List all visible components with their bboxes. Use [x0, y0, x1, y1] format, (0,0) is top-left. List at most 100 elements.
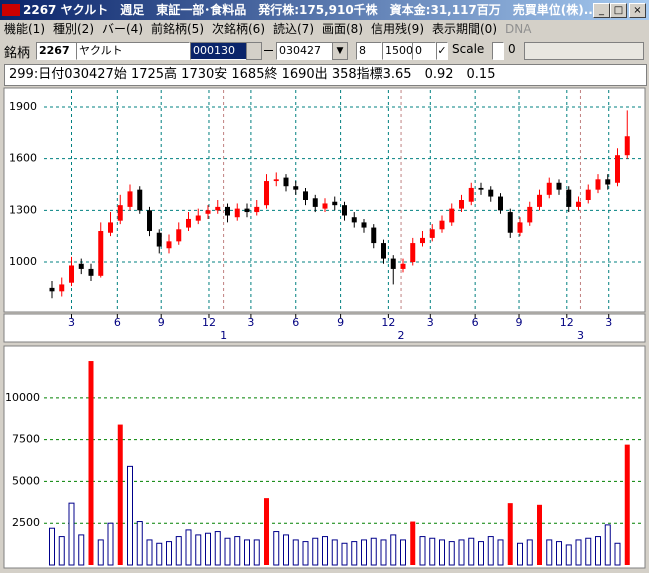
candle-body [498, 196, 503, 211]
volume-bar [302, 541, 309, 566]
volume-bar [312, 537, 319, 566]
candle-body [283, 177, 289, 187]
volume-bar [224, 537, 231, 566]
maximize-button[interactable]: □ [610, 3, 627, 18]
menu-item[interactable]: 種別(2) [53, 22, 94, 36]
info-line: 299:日付030427始 1725高 1730安 1685終 1690出 35… [4, 64, 647, 86]
n3-field[interactable]: 0 [412, 42, 436, 60]
candle-body [429, 229, 435, 238]
volume-bar [614, 542, 621, 566]
candle-body [176, 229, 182, 242]
n2-field[interactable]: 1500 [382, 42, 414, 60]
menu-item[interactable]: 読込(7) [273, 22, 314, 36]
spinner[interactable] [246, 42, 262, 60]
menu-item[interactable]: 表示期間(0) [432, 22, 497, 36]
y-tick-label: 5000 [12, 474, 40, 487]
minimize-button[interactable]: _ [593, 3, 610, 18]
y-tick-label: 1900 [9, 100, 37, 113]
candle-body [244, 208, 250, 213]
candle-body [361, 222, 367, 228]
year-label: 3 [577, 329, 584, 342]
volume-bar [595, 536, 601, 566]
candle-body [459, 200, 464, 209]
candle-body [234, 208, 240, 218]
candle-body [312, 198, 318, 207]
volume-bar [458, 539, 465, 566]
candle-body [449, 208, 455, 223]
candle-body [507, 212, 513, 233]
candle-body [117, 205, 123, 221]
candle-body [264, 181, 269, 206]
menu-item[interactable]: 信用残(9) [371, 22, 424, 36]
period-field[interactable]: 000130 [190, 42, 248, 60]
menu-item[interactable]: 機能(1) [4, 22, 45, 36]
candle-body [439, 220, 445, 230]
y-tick-label: 7500 [12, 433, 40, 446]
title-bar: 2267 ヤクルト 週足 東証一部･食料品 発行株:175,910千株 資本金:… [0, 0, 649, 20]
volume-bar [585, 537, 592, 566]
candle-body [546, 182, 552, 195]
volume-bar [526, 539, 533, 566]
x-tick-label: 12 [202, 316, 216, 329]
volume-bar [185, 529, 192, 566]
candle-body [147, 210, 152, 232]
code-field[interactable]: 2267 [36, 42, 78, 60]
x-tick-label: 3 [427, 316, 434, 329]
volume-bar [292, 539, 299, 566]
volume-bar [117, 424, 123, 565]
menu-item[interactable]: 前銘柄(5) [151, 22, 204, 36]
candle-body [322, 203, 328, 209]
candle-body [478, 187, 484, 190]
candle-body [49, 287, 55, 292]
volume-bar [448, 541, 455, 566]
scale-checkbox[interactable]: ✓ [436, 42, 448, 60]
candle-body [566, 189, 572, 207]
candle-body [127, 191, 133, 207]
menu-item[interactable]: バー(4) [102, 22, 143, 36]
candle-body [576, 201, 581, 207]
volume-bar [146, 539, 153, 566]
y-tick-label: 2500 [12, 516, 40, 529]
menu-item[interactable]: 次銘柄(6) [212, 22, 265, 36]
volume-bar [49, 527, 55, 566]
y-tick-label: 1600 [9, 152, 37, 165]
volume-bar [546, 539, 553, 566]
candle-body [88, 268, 94, 276]
combo-button[interactable]: ▼ [332, 42, 348, 60]
date-combo[interactable]: 030427 [276, 42, 334, 60]
volume-bar [331, 539, 338, 566]
volume-bar [214, 531, 221, 566]
volume-bar [575, 539, 582, 566]
name-field[interactable]: ヤクルト [76, 42, 190, 60]
candle-body [537, 194, 542, 207]
close-button[interactable]: × [629, 3, 646, 18]
separator [264, 50, 273, 51]
x-tick-label: 9 [337, 316, 344, 329]
volume-bar [410, 521, 416, 565]
menu-item[interactable]: DNA [505, 22, 532, 36]
candle-body [303, 191, 308, 200]
x-tick-label: 3 [247, 316, 254, 329]
candle-body [468, 187, 474, 202]
n1-field[interactable]: 8 [356, 42, 382, 60]
zero-checkbox[interactable] [492, 42, 504, 60]
candle-body [195, 215, 201, 221]
candle-body [624, 136, 630, 156]
candle-body [595, 179, 601, 190]
volume-bar [264, 498, 269, 565]
volume-bar [166, 541, 172, 566]
menu-item[interactable]: 画面(8) [322, 22, 363, 36]
volume-bar [517, 542, 523, 566]
volume-bar [497, 539, 504, 566]
volume-bar [253, 539, 260, 566]
candle-body [332, 201, 338, 206]
code-label: 銘柄 [4, 46, 31, 61]
volume-bar [419, 536, 426, 566]
menu-bar: 機能(1) 種別(2) バー(4) 前銘柄(5) 次銘柄(6) 読込(7) 画面(8) 信用残… [0, 20, 649, 39]
date-pane [3, 313, 646, 343]
y-tick-label: 1300 [9, 203, 37, 216]
scrollbar[interactable] [524, 42, 644, 60]
volume-bar [234, 536, 241, 566]
